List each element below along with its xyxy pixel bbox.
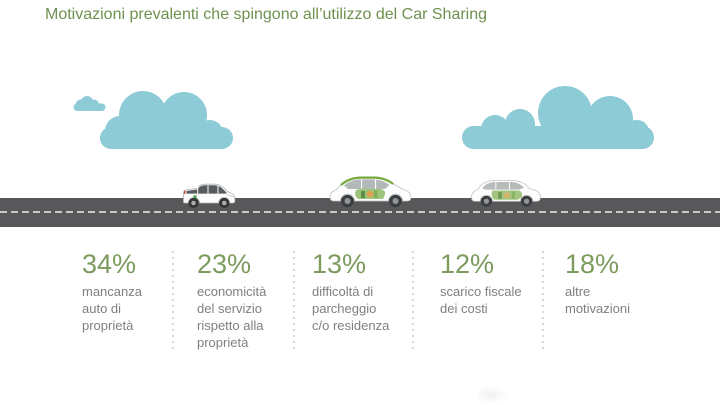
stat-value: 34% [82,249,137,279]
stat-mancanza-auto: 34% mancanza auto di proprietà [82,249,182,334]
stat-economicita: 23% economicità del servizio rispetto al… [197,249,299,351]
stat-value: 13% [312,249,367,279]
stat-value: 12% [440,249,495,279]
dotted-divider [542,251,544,352]
dotted-divider [172,251,174,352]
watermark [476,387,506,403]
road [0,198,720,227]
road-center-dashed-line [0,211,720,213]
citycar-icon [471,179,541,207]
stat-value: 23% [197,249,252,279]
stat-label: scarico fiscale dei costi [440,284,522,316]
stat-label: mancanza auto di proprietà [82,284,142,333]
stat-scarico-fiscale: 12% scarico fiscale dei costi [440,249,552,317]
cloud-left-icon [100,91,233,149]
stat-parcheggio: 13% difficoltà di parcheggio c/o residen… [312,249,424,334]
dotted-divider [293,251,295,352]
page-title: Motivazioni prevalenti che spingono all’… [45,6,488,23]
hatchback-car-icon [329,176,412,208]
stat-label: difficoltà di parcheggio c/o residenza [312,284,390,333]
stat-value: 18% [565,249,620,279]
cloud-small-icon [73,96,106,111]
cloud-right-icon [462,86,654,149]
dotted-divider [412,251,414,352]
stat-label: economicità del servizio rispetto alla p… [197,284,267,350]
stat-altre-motivazioni: 18% altre motivazioni [565,249,680,317]
stat-label: altre motivazioni [565,284,631,316]
minivan-car-icon [183,183,236,208]
